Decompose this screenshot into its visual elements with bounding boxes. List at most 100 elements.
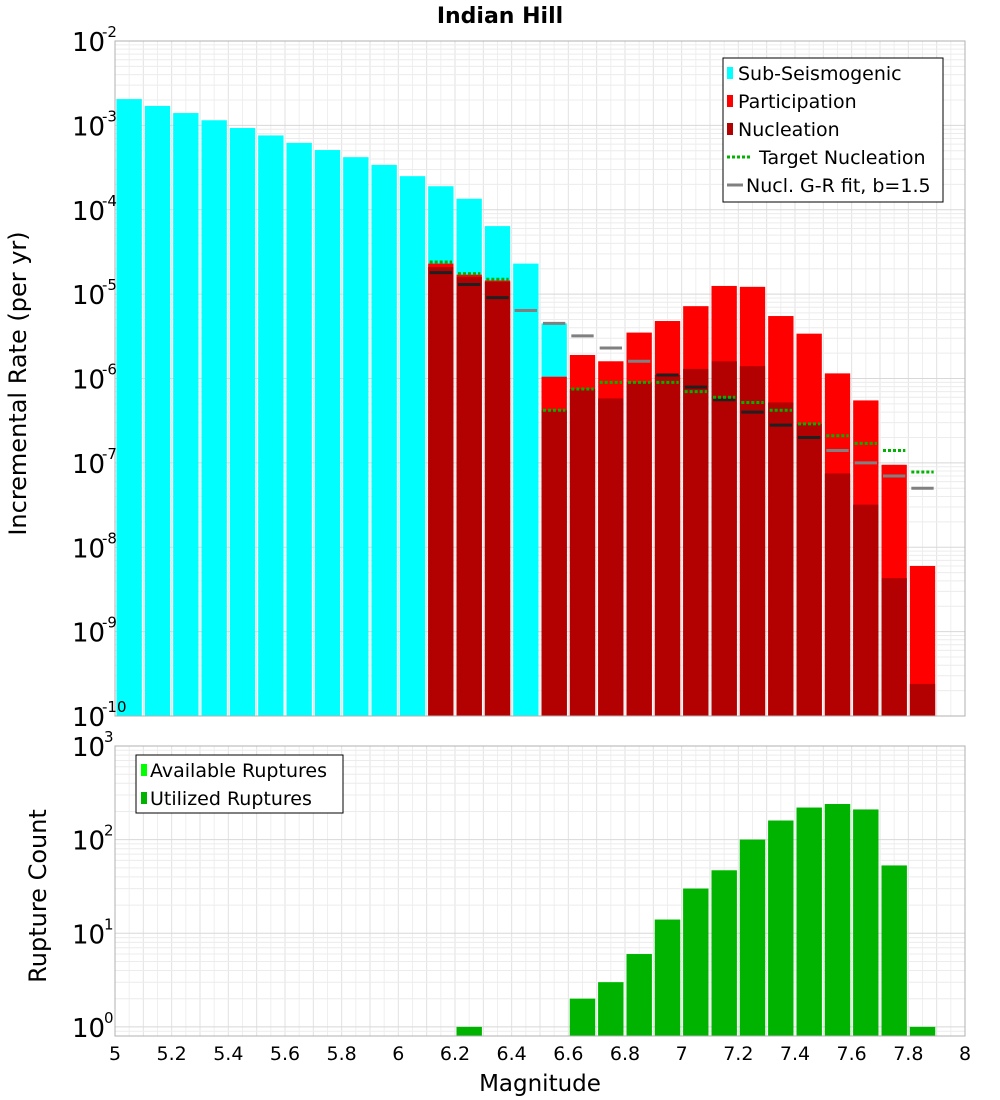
- top-ytick-label: 10-2: [72, 23, 117, 58]
- bottom-ytick-exponent: 1: [104, 915, 114, 933]
- top-ytick-exponent: -9: [102, 614, 117, 632]
- utilized-ruptures-bar: [569, 998, 596, 1036]
- nucleation-bar: [456, 276, 482, 716]
- sub-seismogenic-bar: [201, 120, 227, 717]
- nucleation-bar: [541, 410, 567, 716]
- top-ytick-base: 10: [72, 450, 105, 480]
- sub-seismogenic-bar: [258, 135, 284, 717]
- nucleation-bar: [484, 281, 511, 716]
- top-legend: Sub-Seismogenic Participation Nucleation Ta…: [722, 57, 944, 203]
- top-legend-box: [722, 57, 944, 203]
- bottom-ytick-exponent: 0: [104, 1009, 114, 1027]
- utilized-ruptures-bar: [683, 888, 709, 1036]
- sub-seismogenic-bar: [229, 128, 256, 717]
- nucleation-bar: [796, 423, 822, 716]
- sub-seismogenic-bar: [513, 263, 539, 716]
- xtick-label: 6.4: [497, 1043, 527, 1065]
- nucleation-bar: [909, 683, 936, 716]
- top-ytick-label: 10-6: [72, 361, 117, 396]
- sub-seismogenic-bar: [286, 142, 312, 716]
- xtick-label: 6.2: [440, 1043, 470, 1065]
- bottom-ytick-base: 10: [72, 733, 105, 763]
- top-ytick-exponent: -10: [102, 698, 127, 716]
- top-ytick-base: 10: [72, 366, 105, 396]
- utilized-ruptures-bar: [626, 954, 652, 1036]
- top-ytick-label: 10-4: [72, 192, 117, 227]
- top-ytick-base: 10: [72, 703, 105, 733]
- sub-seismogenic-bar: [144, 105, 171, 717]
- top-step-marks: [429, 260, 934, 490]
- bottom-ytick-label: 101: [72, 915, 114, 950]
- legend-swatch: [141, 792, 147, 804]
- bottom-ytick-label: 102: [72, 822, 114, 857]
- top-ytick-base: 10: [72, 281, 105, 311]
- chart-title: Indian Hill: [437, 4, 563, 29]
- top-ytick-exponent: -5: [102, 276, 117, 294]
- utilized-ruptures-bar: [796, 807, 822, 1036]
- legend-label: Nucleation: [738, 119, 840, 141]
- top-ytick-label: 10-7: [72, 445, 117, 480]
- sub-seismogenic-bar: [173, 113, 199, 716]
- top-ytick-base: 10: [72, 28, 105, 58]
- legend-label: Target Nucleation: [758, 147, 926, 169]
- utilized-ruptures-bar: [909, 1026, 936, 1036]
- bottom-ytick-base: 10: [72, 920, 105, 950]
- bottom-ytick-base: 10: [72, 1014, 105, 1044]
- bottom-ytick-label: 100: [72, 1009, 114, 1044]
- xtick-label: 7.2: [723, 1043, 753, 1065]
- bottom-bars: [456, 804, 936, 1036]
- top-ytick-exponent: -8: [102, 529, 117, 547]
- nucleation-bar: [626, 382, 652, 716]
- sub-seismogenic-bar: [343, 157, 369, 717]
- top-ytick-base: 10: [72, 112, 105, 142]
- xtick-label: 8: [959, 1043, 971, 1065]
- top-ytick-label: 10-10: [72, 698, 127, 733]
- bottom-legend-box: [135, 754, 344, 814]
- bottom-ytick-exponent: 3: [104, 728, 114, 746]
- utilized-ruptures-bar: [654, 919, 681, 1036]
- xtick-label: 5.4: [213, 1043, 243, 1065]
- utilized-ruptures-bar: [598, 982, 624, 1036]
- legend-swatch: [727, 123, 733, 135]
- nucleation-bar: [569, 389, 596, 716]
- nucleation-bar: [853, 504, 879, 716]
- nucleation-bar: [654, 375, 681, 716]
- utilized-ruptures-bar: [881, 865, 907, 1036]
- nucleation-bar: [739, 366, 766, 716]
- top-ytick-exponent: -6: [102, 361, 117, 379]
- nucleation-bar: [683, 368, 709, 716]
- nucleation-bar: [768, 402, 794, 716]
- x-axis-label: Magnitude: [479, 1071, 601, 1097]
- top-y-axis-label: Incremental Rate (per yr): [4, 231, 32, 535]
- top-ytick-base: 10: [72, 619, 105, 649]
- xtick-label: 7.6: [837, 1043, 867, 1065]
- top-ytick-base: 10: [72, 197, 105, 227]
- legend-swatch: [141, 764, 147, 776]
- top-ytick-label: 10-8: [72, 529, 117, 564]
- legend-label: Utilized Ruptures: [150, 788, 312, 810]
- utilized-ruptures-bar: [456, 1026, 482, 1036]
- xtick-label: 6.6: [553, 1043, 583, 1065]
- top-ytick-exponent: -7: [102, 445, 117, 463]
- xtick-label: 6: [392, 1043, 404, 1065]
- legend-label: Available Ruptures: [150, 760, 327, 782]
- top-ytick-exponent: -2: [102, 23, 117, 41]
- nucleation-bar: [711, 361, 737, 716]
- top-bars: [116, 99, 936, 717]
- utilized-ruptures-bar: [768, 820, 794, 1036]
- utilized-ruptures-bar: [739, 839, 766, 1036]
- bottom-ytick-base: 10: [72, 827, 105, 857]
- utilized-ruptures-bar: [853, 809, 879, 1036]
- top-ytick-exponent: -4: [102, 192, 117, 210]
- xtick-label: 5.8: [327, 1043, 357, 1065]
- xtick-label: 7.4: [780, 1043, 810, 1065]
- sub-seismogenic-bar: [399, 176, 426, 716]
- top-ytick-exponent: -3: [102, 107, 117, 125]
- legend-label: Sub-Seismogenic: [738, 63, 902, 85]
- xtick-label: 5.2: [157, 1043, 187, 1065]
- legend-swatch: [727, 67, 733, 79]
- top-ytick-base: 10: [72, 534, 105, 564]
- legend-swatch: [727, 95, 733, 107]
